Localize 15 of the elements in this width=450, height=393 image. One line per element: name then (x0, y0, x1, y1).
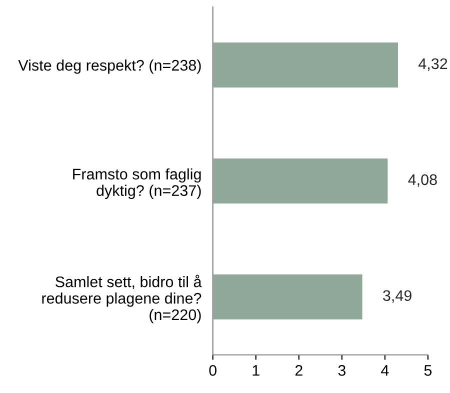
y-tick-label: Framsto som faglig dyktig? (n=237) (73, 168, 201, 200)
y-tick-label: Viste deg respekt? (n=238) (18, 60, 201, 74)
bar (212, 157, 390, 205)
x-tick-label: 1 (252, 365, 260, 376)
x-tick-label: 2 (295, 365, 302, 376)
bar (212, 273, 364, 321)
data-label: 4,32 (418, 58, 448, 71)
x-tick-label: 3 (338, 365, 346, 376)
bar (212, 41, 400, 89)
y-tick-label: Samlet sett, bidro til å redusere plagene dine? (n=220) (42, 274, 202, 324)
x-tick-label: 4 (381, 365, 389, 376)
x-tick-label: 0 (209, 365, 216, 376)
x-tick-label: 5 (424, 365, 432, 376)
data-label: 3,49 (383, 290, 412, 303)
data-label: 4,08 (408, 174, 437, 187)
